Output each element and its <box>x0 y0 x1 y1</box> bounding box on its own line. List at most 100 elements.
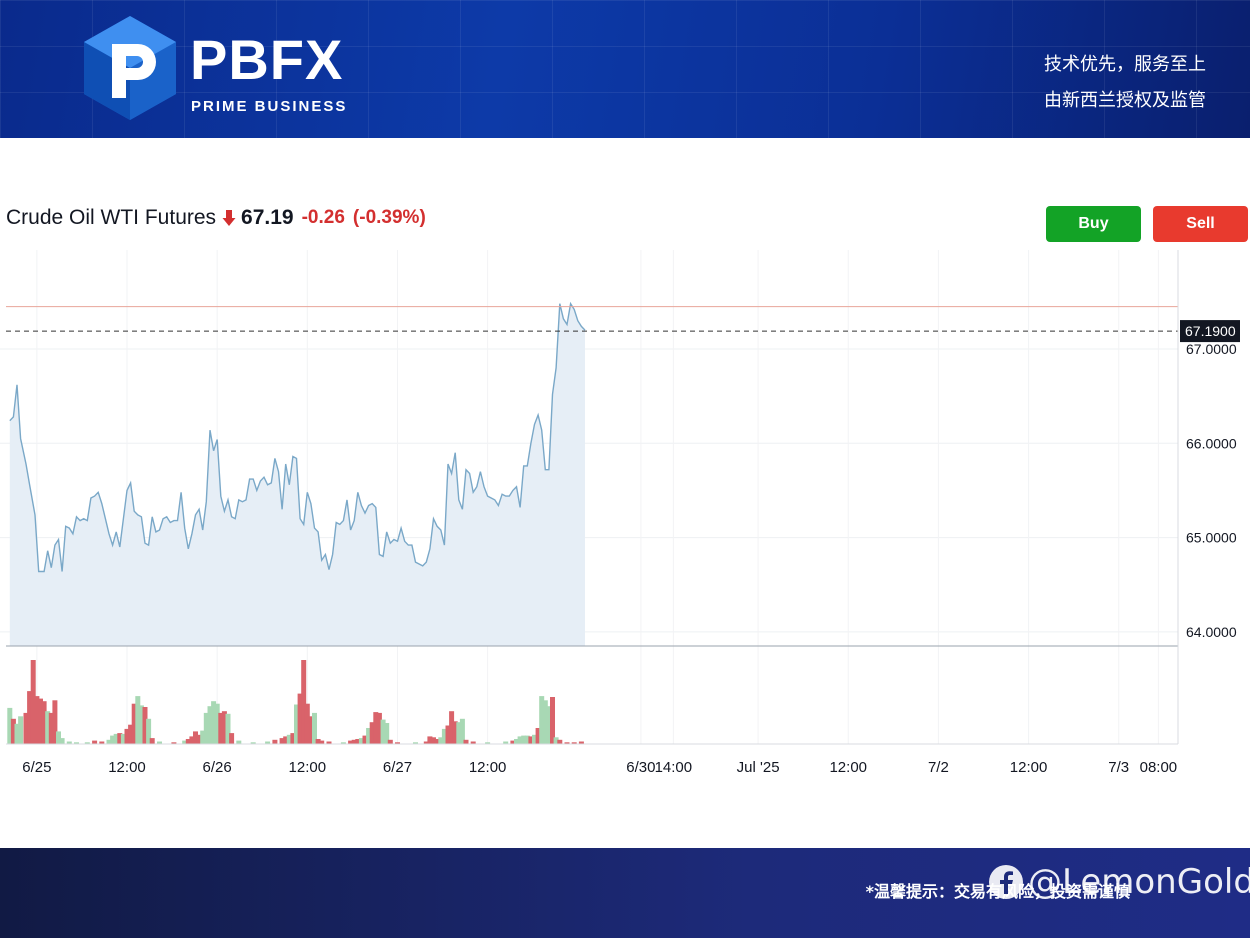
volume-bar <box>221 711 227 744</box>
x-tick-label: 12:00 <box>469 759 507 776</box>
volume-bar <box>218 712 224 744</box>
volume-bar <box>578 741 584 744</box>
volume-bar <box>369 722 375 744</box>
volume-bar <box>355 739 361 744</box>
volume-bar <box>135 696 141 744</box>
current-price-label: 67.1900 <box>1185 323 1236 339</box>
current-price-tag: 67.1900 <box>1180 320 1240 343</box>
banner-grid-pattern <box>0 0 1250 138</box>
brand-subtitle: PRIME BUSINESS <box>191 98 348 115</box>
volume-bar <box>59 738 65 744</box>
volume-bar <box>373 712 379 744</box>
volume-bar <box>535 728 541 744</box>
volume-bar <box>362 735 368 744</box>
volume-bar <box>445 725 451 744</box>
volume-bar <box>358 738 364 744</box>
volume-bar <box>348 740 354 744</box>
volume-bar <box>200 730 206 744</box>
volume-bar <box>14 723 20 744</box>
volume-bar <box>550 697 555 744</box>
volume-bar <box>340 742 346 744</box>
y-tick-label: 64.0000 <box>1186 624 1237 640</box>
volume-bar <box>485 742 491 744</box>
volume-bar <box>189 736 195 744</box>
sell-button[interactable]: Sell <box>1153 206 1248 242</box>
price-chart[interactable]: 64.0000 65.0000 66.0000 67.0000 67.1900 6/25 1… <box>0 250 1250 790</box>
volume-bar <box>117 733 123 744</box>
volume-bar <box>286 734 292 744</box>
bottom-banner: *温馨提示：交易有风险，投资需谨慎 @LemonGold <box>0 848 1250 938</box>
x-tick-label: 6/26 <box>203 759 232 776</box>
volume-bar <box>528 736 534 744</box>
volume-bar <box>312 712 317 744</box>
volume-bar <box>315 739 321 744</box>
volume-bar <box>250 742 256 744</box>
instrument-header: Crude Oil WTI Futures 67.19 -0.26 (-0.39… <box>6 204 426 232</box>
x-tick-label: 14:00 <box>655 759 693 776</box>
volume-bar <box>211 701 217 744</box>
volume-bar <box>99 741 105 744</box>
x-tick-label: 6/30 <box>626 759 655 776</box>
y-tick-label: 65.0000 <box>1186 530 1237 546</box>
volume-bar <box>326 741 332 744</box>
x-tick-label: 12:00 <box>829 759 867 776</box>
volume-bar <box>110 735 116 744</box>
x-tick-label: 6/27 <box>383 759 412 776</box>
tagline-line-1: 技术优先，服务至上 <box>1044 54 1206 75</box>
volume-bar <box>546 706 552 744</box>
y-tick-label: 67.0000 <box>1186 341 1237 357</box>
volume-bar <box>171 742 177 744</box>
volume-bar <box>84 742 90 744</box>
volume-bar <box>7 707 13 744</box>
volume-bar <box>308 716 314 744</box>
volume-bar <box>456 722 462 744</box>
volume-bar <box>56 731 61 744</box>
volume-bar <box>539 696 545 744</box>
chart-grid <box>0 250 1178 744</box>
instrument-name: Crude Oil WTI Futures <box>6 206 217 229</box>
volume-bar <box>413 742 418 744</box>
volume-bar <box>452 721 458 744</box>
volume-bar <box>157 741 162 744</box>
volume-bar <box>74 742 79 744</box>
volume-bar <box>92 740 98 744</box>
volume-bar <box>146 718 152 744</box>
volume-bar <box>124 728 130 744</box>
buy-button[interactable]: Buy <box>1046 206 1141 242</box>
volume-bar <box>193 731 198 744</box>
volume-bar <box>182 740 188 744</box>
volume-bar <box>431 737 436 744</box>
volume-bar <box>438 737 444 744</box>
volume-bar <box>41 701 47 744</box>
volume-bar <box>524 735 530 744</box>
watermark-text: @LemonGold <box>1028 862 1250 902</box>
volume-bar <box>52 700 58 744</box>
volume-bar <box>225 713 231 744</box>
volume-bar <box>214 703 220 744</box>
volume-bar <box>229 733 235 744</box>
volume-bar <box>113 733 119 744</box>
volume-bar <box>557 739 563 744</box>
social-logo-icon <box>989 865 1023 899</box>
x-tick-label: 6/25 <box>22 759 51 776</box>
volume-bar <box>503 741 509 744</box>
volume-bar <box>351 739 357 744</box>
price-change-percent: (-0.39%) <box>352 207 426 228</box>
volume-bar <box>463 739 469 744</box>
volume-bar <box>384 723 390 744</box>
volume-bar <box>553 737 559 744</box>
volume-bar <box>510 740 516 744</box>
x-tick-label: 7/2 <box>928 759 949 776</box>
y-tick-label: 66.0000 <box>1186 435 1237 451</box>
volume-bar <box>27 691 33 744</box>
x-tick-label: 12:00 <box>289 759 327 776</box>
chart-axes: 64.0000 65.0000 66.0000 67.0000 67.1900 6/25 1… <box>6 250 1240 776</box>
volume-bar <box>294 704 299 744</box>
volume-bar <box>128 724 134 744</box>
volume-bar <box>106 739 112 744</box>
top-banner: PBFX PRIME BUSINESS 技术优先，服务至上 由新西兰授权及监管 <box>0 0 1250 138</box>
volume-bar <box>23 712 29 744</box>
volume-bar <box>272 739 278 744</box>
volume-bar <box>207 706 213 744</box>
volume-bar <box>149 738 155 744</box>
